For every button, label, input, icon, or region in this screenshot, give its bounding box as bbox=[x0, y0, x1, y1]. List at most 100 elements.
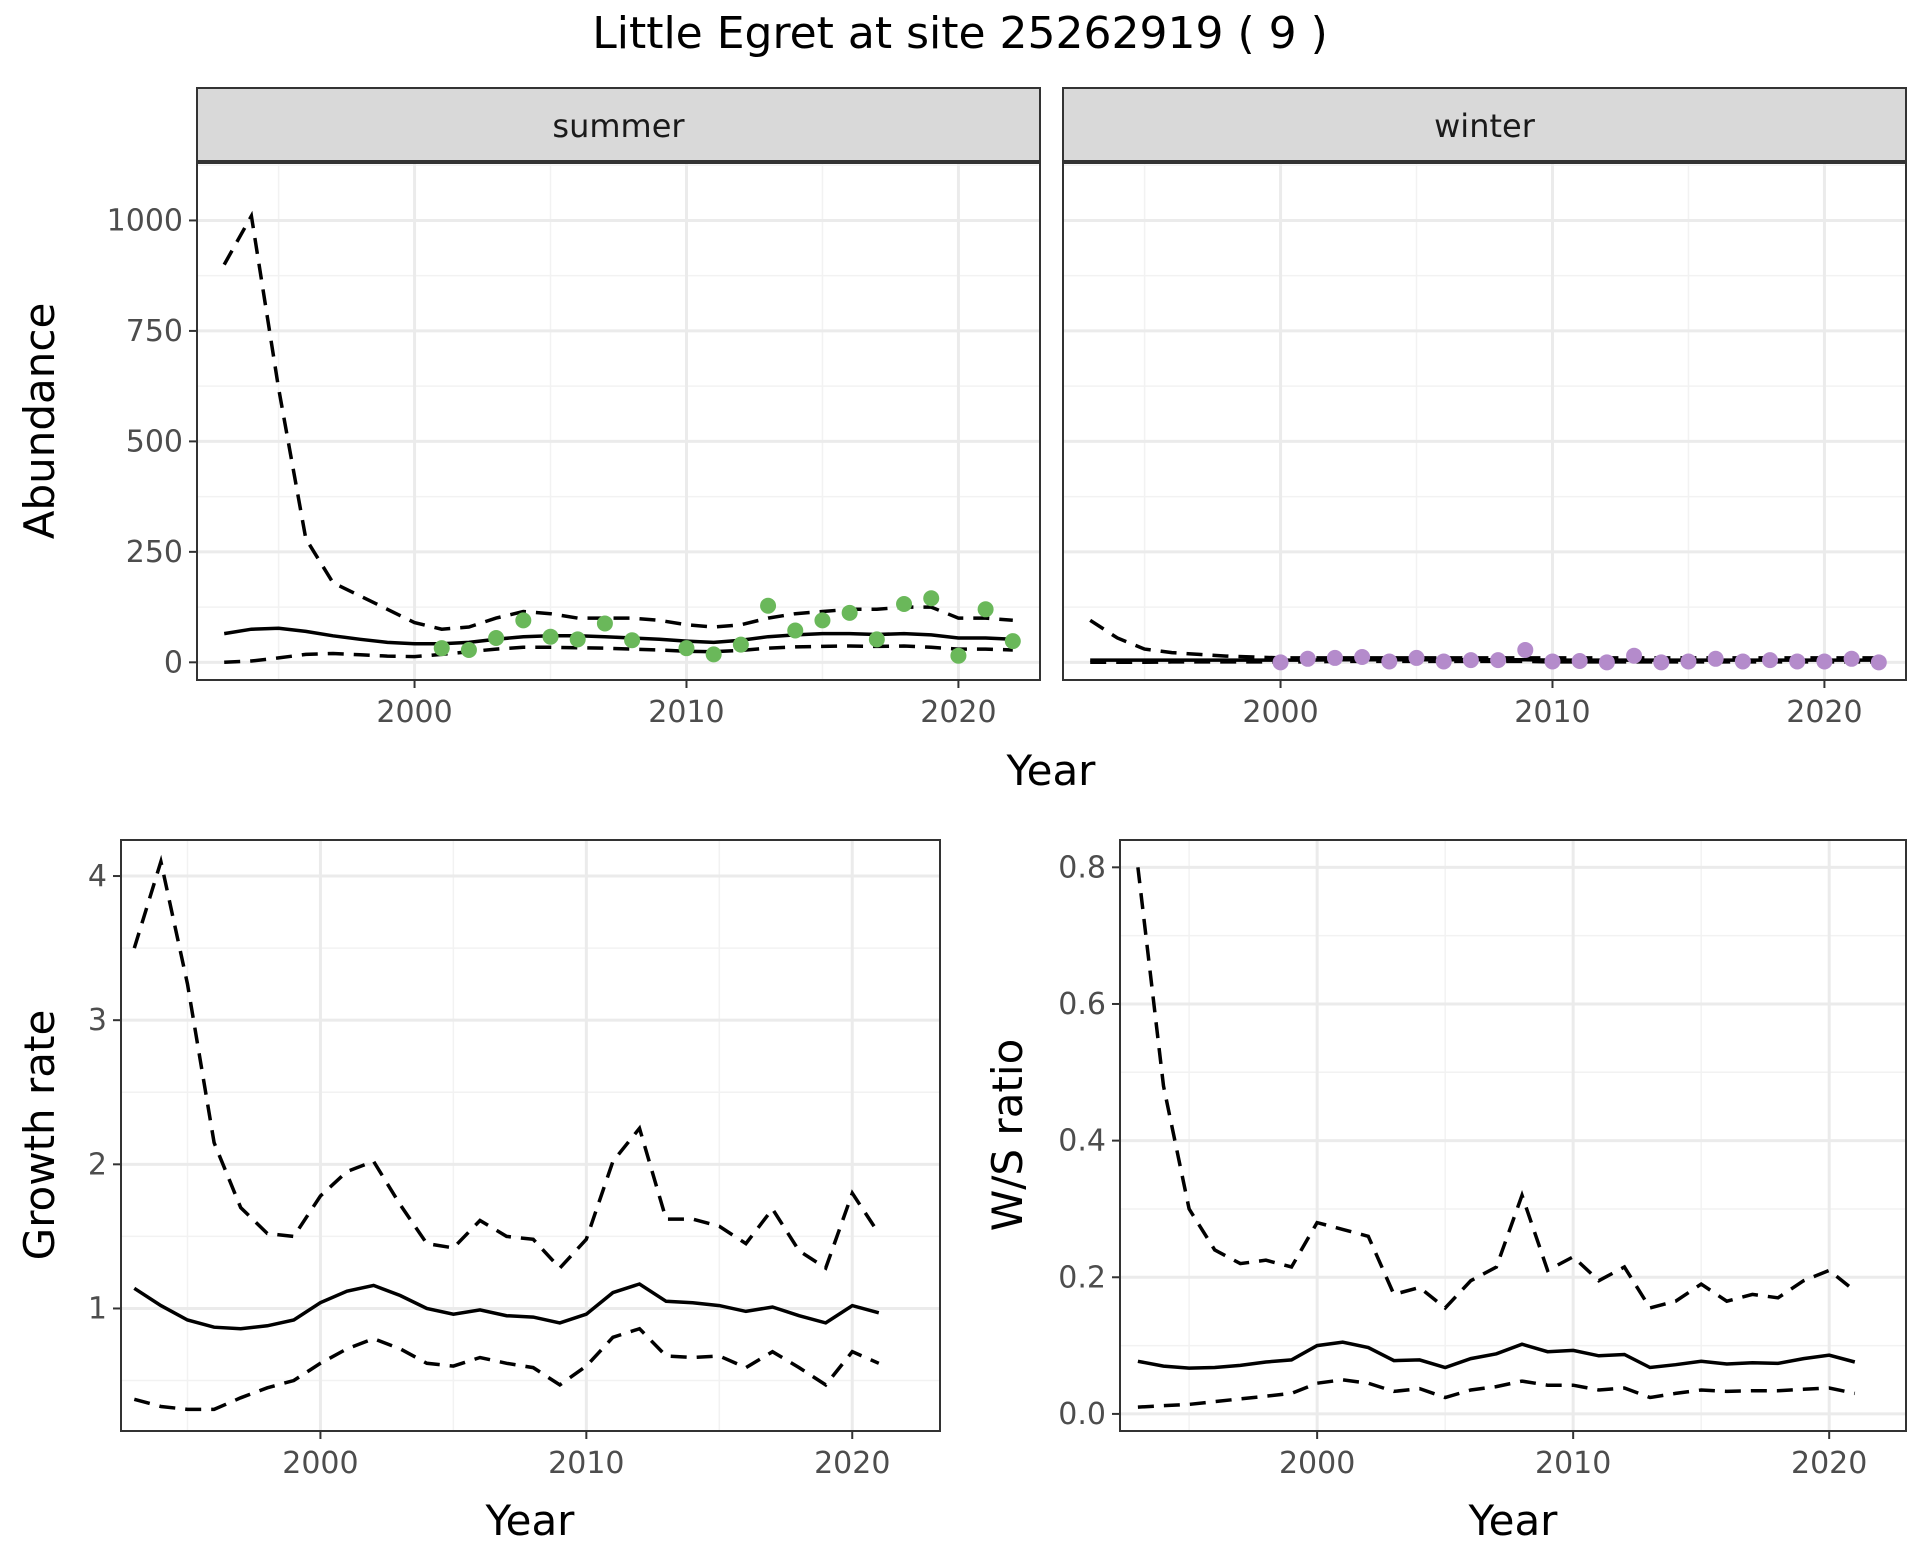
facet-strip bbox=[196, 87, 1041, 162]
facet-strip-label: summer bbox=[552, 107, 685, 145]
data-point bbox=[1517, 641, 1534, 658]
panel-border bbox=[1062, 162, 1907, 681]
x-tick-label: 2020 bbox=[920, 695, 996, 730]
x-axis-title: Year bbox=[1468, 1496, 1559, 1545]
lower-ci-line bbox=[133, 1326, 880, 1412]
x-tick-label: 2010 bbox=[648, 695, 724, 730]
x-tick-label: 2000 bbox=[1279, 1446, 1355, 1481]
y-axis-title: W/S ratio bbox=[983, 1039, 1032, 1232]
y-tick-label: 0.4 bbox=[1058, 1124, 1106, 1159]
y-tick-label: 1000 bbox=[107, 203, 183, 238]
data-point bbox=[1762, 652, 1779, 669]
upper-ci-line bbox=[132, 854, 881, 1271]
data-point bbox=[1544, 653, 1561, 670]
y-tick-label: 2 bbox=[88, 1147, 107, 1182]
data-point bbox=[760, 597, 777, 614]
ws-ratio-plot: 2000 2010 2020 0.0 0.2 0.4 0.6 0.8 Year W/S ratio bbox=[983, 839, 1907, 1545]
y-tick-label: 0.6 bbox=[1058, 987, 1106, 1022]
y-tick-label: 4 bbox=[88, 859, 107, 894]
upper-ci-line bbox=[222, 210, 1013, 631]
data-point bbox=[977, 601, 994, 618]
data-point bbox=[433, 640, 450, 657]
data-point bbox=[896, 595, 913, 612]
y-tick-label: 0.8 bbox=[1058, 850, 1106, 885]
facet-winter: winter 2000 2010 2020 bbox=[1062, 87, 1907, 730]
data-point bbox=[1381, 653, 1398, 670]
y-tick-label: 250 bbox=[126, 535, 183, 570]
lower-ci-line bbox=[1137, 1378, 1856, 1409]
data-point bbox=[1272, 654, 1289, 671]
data-point bbox=[841, 604, 858, 621]
data-point bbox=[1653, 654, 1670, 671]
data-point bbox=[705, 646, 722, 663]
data-point bbox=[1870, 654, 1887, 671]
data-point bbox=[950, 647, 967, 664]
x-tick-label: 2000 bbox=[282, 1446, 358, 1481]
lower-ci-line bbox=[224, 644, 1013, 665]
facet-strip-label: winter bbox=[1434, 107, 1536, 145]
data-point bbox=[1326, 649, 1343, 666]
x-tick-label: 2010 bbox=[1514, 695, 1590, 730]
data-point bbox=[1789, 653, 1806, 670]
growth-rate-plot: 2000 2010 2020 1 2 3 4 Year Growth rate bbox=[15, 839, 941, 1545]
data-point bbox=[868, 631, 885, 648]
y-tick-label: 0.0 bbox=[1058, 1397, 1106, 1432]
abundance-plot: summer 2000 2010 2020 0 250 500 750 1000 winter 20… bbox=[15, 87, 1907, 795]
data-point bbox=[1408, 649, 1425, 666]
chart-title: Little Egret at site 25262919 ( 9 ) bbox=[592, 8, 1328, 59]
x-tick-label: 2000 bbox=[376, 695, 452, 730]
y-axis-title: Abundance bbox=[15, 303, 64, 540]
data-point bbox=[1598, 654, 1615, 671]
data-point bbox=[596, 615, 613, 632]
data-point bbox=[1462, 652, 1479, 669]
facet-summer: summer 2000 2010 2020 0 250 500 750 1000 bbox=[107, 87, 1041, 730]
y-tick-label: 0.2 bbox=[1058, 1260, 1106, 1295]
data-point bbox=[542, 628, 559, 645]
data-point bbox=[1707, 650, 1724, 667]
upper-ci-line bbox=[1089, 618, 1879, 660]
y-tick-label: 0 bbox=[164, 645, 183, 680]
y-tick-label: 500 bbox=[126, 424, 183, 459]
data-point bbox=[1843, 650, 1860, 667]
data-point bbox=[488, 630, 505, 647]
x-axis-title: Year bbox=[485, 1496, 576, 1545]
data-point bbox=[732, 636, 749, 653]
y-tick-label: 1 bbox=[88, 1291, 107, 1326]
data-point bbox=[1435, 653, 1452, 670]
data-point bbox=[923, 590, 940, 607]
data-point bbox=[569, 631, 586, 648]
panel-border bbox=[1119, 839, 1907, 1432]
mean-line bbox=[223, 626, 1013, 646]
data-point bbox=[1490, 652, 1507, 669]
data-point bbox=[1626, 647, 1643, 664]
x-tick-label: 2000 bbox=[1242, 695, 1318, 730]
mean-line bbox=[1137, 1340, 1856, 1370]
y-axis-title: Growth rate bbox=[15, 1010, 64, 1261]
data-point bbox=[678, 640, 695, 657]
x-tick-label: 2010 bbox=[1535, 1446, 1611, 1481]
data-point bbox=[515, 612, 532, 629]
y-tick-label: 3 bbox=[88, 1003, 107, 1038]
data-point bbox=[1299, 650, 1316, 667]
y-tick-label: 750 bbox=[126, 314, 183, 349]
data-point bbox=[1571, 652, 1588, 669]
data-point bbox=[1680, 653, 1697, 670]
x-tick-label: 2020 bbox=[1786, 695, 1862, 730]
data-point bbox=[1816, 653, 1833, 670]
data-point bbox=[460, 641, 477, 658]
x-tick-label: 2020 bbox=[814, 1446, 890, 1481]
x-tick-label: 2020 bbox=[1791, 1446, 1867, 1481]
data-point bbox=[1004, 633, 1021, 650]
x-axis-title: Year bbox=[1006, 746, 1097, 795]
data-point bbox=[624, 632, 641, 649]
data-point bbox=[787, 622, 804, 639]
data-point bbox=[1734, 653, 1751, 670]
upper-ci-line bbox=[1136, 867, 1856, 1311]
data-point bbox=[814, 612, 831, 629]
x-tick-label: 2010 bbox=[548, 1446, 624, 1481]
panel-border bbox=[120, 839, 941, 1432]
data-point bbox=[1354, 649, 1371, 666]
mean-line bbox=[133, 1282, 880, 1331]
panel-border bbox=[196, 162, 1041, 681]
